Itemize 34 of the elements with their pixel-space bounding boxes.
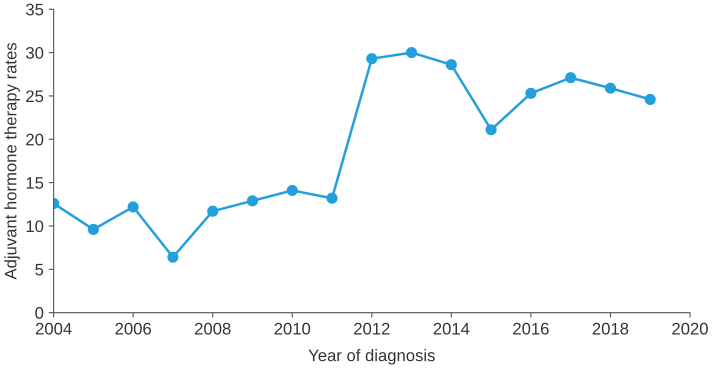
point — [286, 184, 298, 196]
x-tick-label: 2014 — [434, 322, 470, 335]
point — [246, 195, 258, 206]
point — [326, 192, 338, 204]
point — [167, 252, 178, 263]
point — [486, 124, 497, 136]
y-tick-label: 15 — [26, 177, 44, 189]
x-tick-label: 2018 — [592, 322, 628, 335]
x-tick-label: 2008 — [195, 322, 231, 335]
point — [366, 53, 378, 64]
x-tick-label: 2016 — [513, 322, 549, 335]
x-tick-label: 2020 — [672, 322, 708, 335]
y-tick-label: 20 — [26, 134, 44, 146]
x-axis-title: Year of diagnosis — [308, 349, 435, 365]
y-axis-title: Adjuvant hormone therapy rates — [4, 42, 20, 280]
point — [88, 224, 99, 235]
y-tick-label: 5 — [35, 264, 44, 276]
point — [604, 82, 616, 94]
point — [446, 59, 457, 70]
point — [128, 201, 139, 212]
y-tick-label: 30 — [26, 46, 44, 59]
point — [525, 88, 536, 99]
y-tick-label: 25 — [26, 90, 44, 102]
point — [207, 206, 218, 217]
x-tick-label: 2010 — [274, 322, 310, 335]
x-tick-label: 2012 — [354, 322, 390, 335]
y-tick-label: 35 — [26, 4, 44, 16]
y-tick-label: 0 — [35, 307, 44, 319]
y-tick-label: 10 — [26, 220, 44, 232]
x-tick-label: 2006 — [115, 322, 151, 335]
point — [565, 72, 576, 84]
point — [644, 94, 656, 105]
x-tick-label: 2004 — [36, 322, 72, 335]
point — [406, 47, 418, 58]
